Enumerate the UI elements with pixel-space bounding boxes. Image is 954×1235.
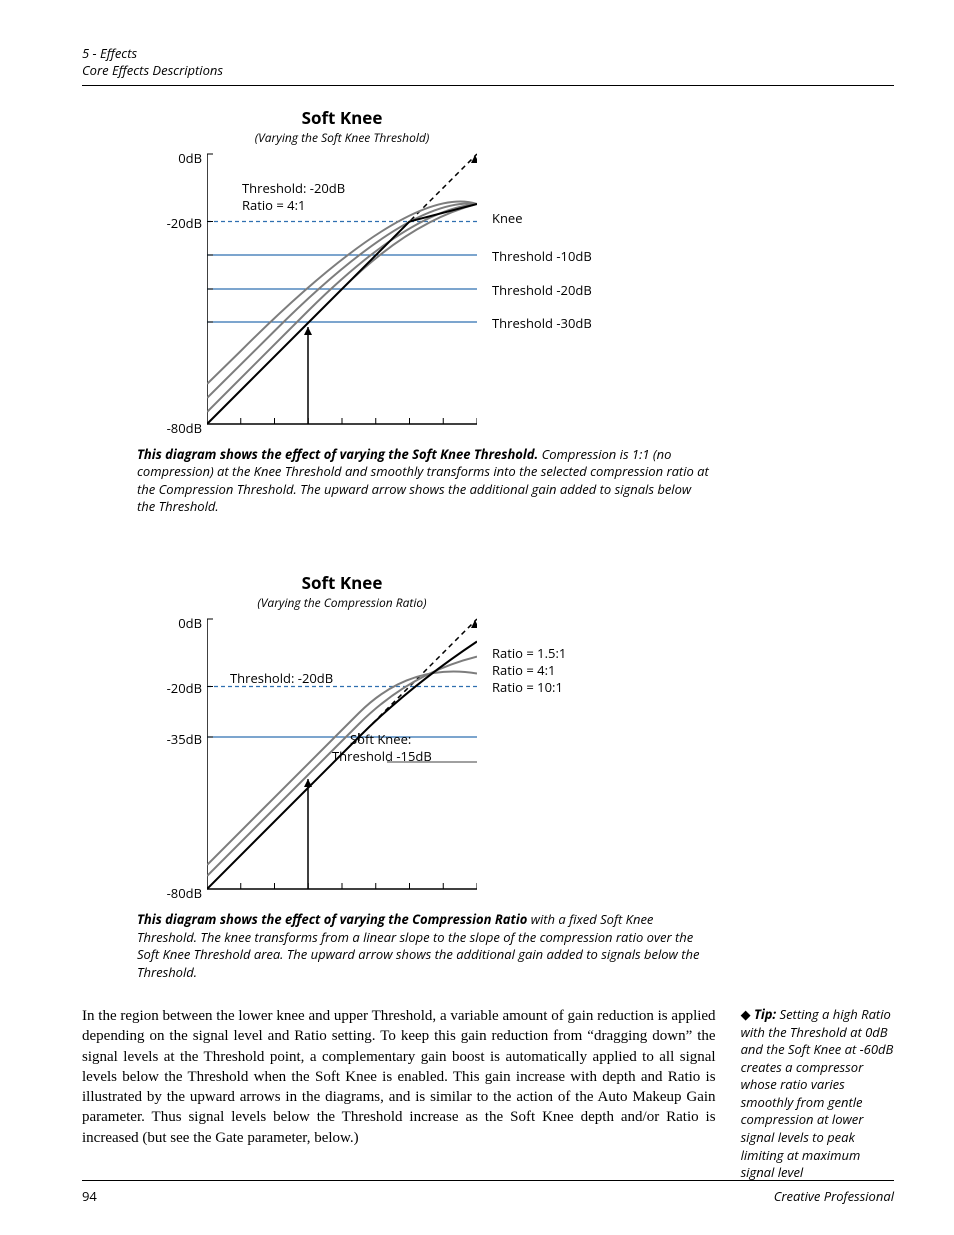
chart-label: Ratio = 4:1	[242, 196, 305, 214]
caption1: This diagram shows the effect of varying…	[137, 446, 712, 516]
caption2-bold: This diagram shows the effect of varying…	[137, 910, 527, 928]
body-paragraph: In the region between the lower knee and…	[82, 1006, 716, 1181]
chart-label: Threshold -15dB	[332, 747, 432, 765]
y-axis-label: -35dB	[152, 730, 202, 748]
chart-label: Soft Knee:	[350, 730, 411, 748]
side-label: Threshold -10dB	[492, 247, 592, 265]
side-label: Ratio = 10:1	[492, 678, 563, 696]
footer-brand: Creative Professional	[774, 1187, 894, 1205]
tip-sidebar: ◆ Tip: Setting a high Ratio with the Thr…	[741, 1006, 894, 1181]
chart1-title: Soft Knee	[207, 106, 477, 129]
chart1: Soft Knee (Varying the Soft Knee Thresho…	[152, 106, 894, 431]
header-line1: 5 - Effects	[82, 45, 894, 62]
side-label: Ratio = 1.5:1	[492, 644, 566, 662]
diamond-icon: ◆	[741, 1005, 754, 1023]
page-number: 94	[82, 1187, 97, 1205]
caption2: This diagram shows the effect of varying…	[137, 911, 712, 981]
header-line2: Core Effects Descriptions	[82, 62, 894, 79]
chart2-subtitle: (Varying the Compression Ratio)	[207, 594, 477, 611]
side-label: Threshold -30dB	[492, 314, 592, 332]
chart-label: Threshold: -20dB	[242, 179, 345, 197]
tip-bold: Tip:	[754, 1005, 776, 1023]
caption1-bold: This diagram shows the effect of varying…	[137, 445, 538, 463]
side-label: Ratio = 4:1	[492, 661, 555, 679]
tip-rest: Setting a high Ratio with the Threshold …	[741, 1005, 894, 1181]
y-axis-label: 0dB	[152, 614, 202, 632]
chart2-area: 0dB-20dB-35dB-80dBRatio = 1.5:1Ratio = 4…	[152, 614, 652, 896]
chart2: Soft Knee (Varying the Compression Ratio…	[152, 571, 894, 896]
side-label: Threshold -20dB	[492, 281, 592, 299]
y-axis-label: -80dB	[152, 419, 202, 437]
page-footer: 94 Creative Professional	[82, 1180, 894, 1205]
chart-label: Threshold: -20dB	[230, 669, 333, 687]
y-axis-label: -20dB	[152, 679, 202, 697]
side-label: Knee	[492, 209, 523, 227]
chart2-title: Soft Knee	[207, 571, 477, 594]
chart1-subtitle: (Varying the Soft Knee Threshold)	[207, 129, 477, 146]
y-axis-label: -80dB	[152, 884, 202, 902]
page-header: 5 - Effects Core Effects Descriptions	[82, 45, 894, 86]
body-row: In the region between the lower knee and…	[82, 1006, 894, 1181]
y-axis-label: -20dB	[152, 214, 202, 232]
chart1-area: 0dB-20dB-80dBKneeThreshold -10dBThreshol…	[152, 149, 652, 431]
y-axis-label: 0dB	[152, 149, 202, 167]
